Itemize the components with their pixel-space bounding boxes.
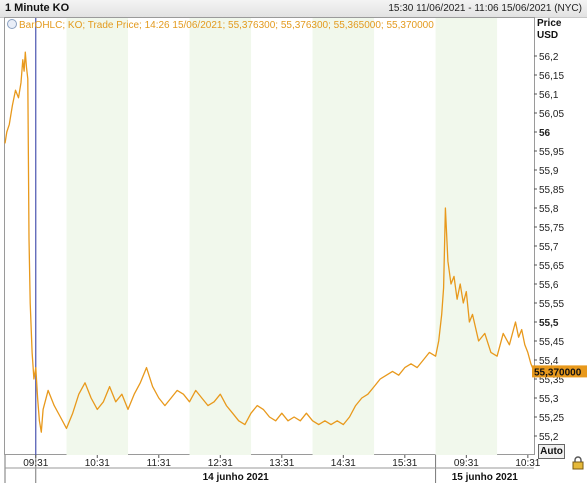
currency-label: USD bbox=[537, 30, 559, 41]
y-tick-label: 55,6 bbox=[539, 280, 559, 291]
x-tick-label: 14:31 bbox=[331, 458, 356, 469]
x-tick-label: 11:31 bbox=[147, 458, 172, 469]
x-tick-label: 12:31 bbox=[208, 458, 233, 469]
legend-text: BarOHLC; KO; Trade Price; 14:26 15/06/20… bbox=[19, 20, 434, 31]
x-tick-label: 10:31 bbox=[85, 458, 110, 469]
price-axis-title: Price USD bbox=[537, 18, 561, 42]
session-date-label: 14 junho 2021 bbox=[203, 472, 270, 483]
hour-band bbox=[312, 18, 375, 455]
hour-band bbox=[435, 18, 498, 455]
y-tick-label: 56,2 bbox=[539, 52, 559, 63]
hour-band bbox=[66, 18, 129, 455]
y-tick-label: 56,1 bbox=[539, 90, 559, 101]
y-tick-label: 55,35 bbox=[539, 375, 564, 386]
y-tick-label: 55,3 bbox=[539, 394, 559, 405]
hour-band bbox=[189, 18, 252, 455]
x-tick-label: 15:31 bbox=[392, 458, 417, 469]
series-legend: BarOHLC; KO; Trade Price; 14:26 15/06/20… bbox=[7, 19, 434, 31]
x-tick-label: 09:31 bbox=[23, 458, 48, 469]
y-tick-label: 55,4 bbox=[539, 356, 559, 367]
y-tick-label: 55,7 bbox=[539, 242, 559, 253]
x-tick-label: 10:31 bbox=[515, 458, 540, 469]
y-tick-label: 56 bbox=[539, 128, 551, 139]
y-tick-label: 55,9 bbox=[539, 166, 559, 177]
y-tick-label: 56,05 bbox=[539, 109, 564, 120]
y-tick-label: 55,8 bbox=[539, 204, 559, 215]
y-tick-label: 55,95 bbox=[539, 147, 564, 158]
last-price-badge bbox=[532, 365, 587, 378]
session-date-label: 15 junho 2021 bbox=[452, 472, 519, 483]
time-range-label: 15:30 11/06/2021 - 11:06 15/06/2021 (NYC… bbox=[388, 3, 582, 14]
x-tick-label: 13:31 bbox=[269, 458, 294, 469]
y-tick-label: 55,85 bbox=[539, 185, 564, 196]
y-tick-label: 55,5 bbox=[539, 318, 559, 329]
y-tick-label: 56,15 bbox=[539, 71, 564, 82]
last-price-label: 55,370000 bbox=[534, 367, 582, 378]
price-line bbox=[4, 51, 535, 433]
y-tick-label: 55,2 bbox=[539, 432, 559, 443]
y-tick-label: 55,55 bbox=[539, 299, 564, 310]
y-tick-label: 55,45 bbox=[539, 337, 564, 348]
series-settings-icon[interactable] bbox=[7, 19, 17, 29]
price-label: Price bbox=[537, 18, 562, 29]
lock-icon[interactable] bbox=[571, 456, 585, 470]
auto-scale-button[interactable]: Auto bbox=[538, 444, 565, 459]
x-tick-label: 09:31 bbox=[454, 458, 479, 469]
y-tick-label: 55,25 bbox=[539, 413, 564, 424]
chart-title: 1 Minute KO bbox=[5, 2, 70, 14]
y-tick-label: 55,65 bbox=[539, 261, 564, 272]
y-tick-label: 55,75 bbox=[539, 223, 564, 234]
